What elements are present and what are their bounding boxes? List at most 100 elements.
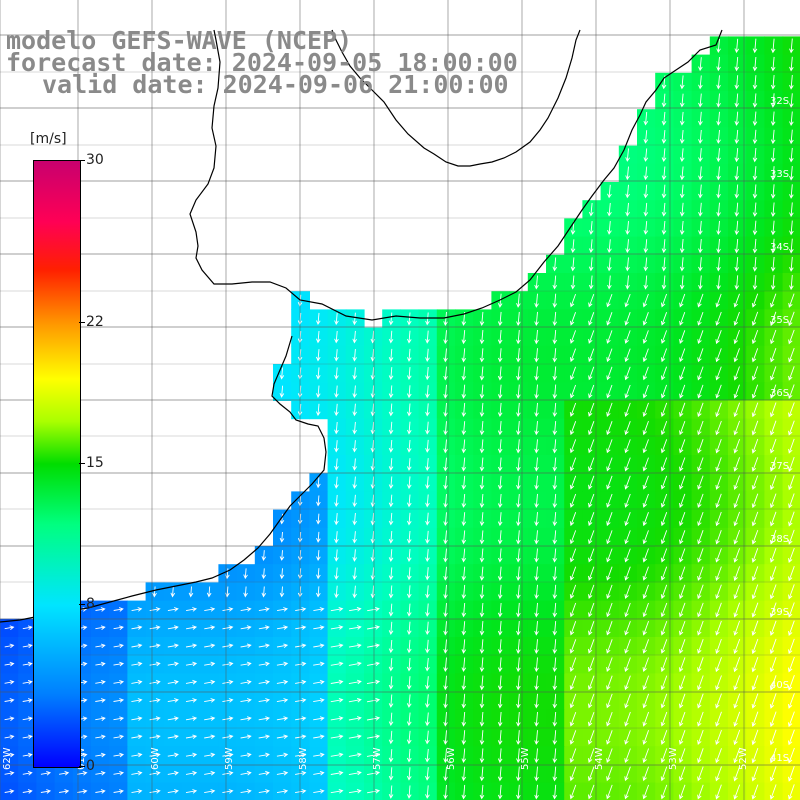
wind-arrow — [276, 789, 289, 794]
wind-arrow — [789, 238, 794, 254]
wind-arrow — [334, 531, 339, 544]
wind-arrow — [660, 402, 668, 417]
wind-arrow — [516, 711, 521, 727]
wind-arrow — [406, 567, 412, 581]
wind-arrow — [240, 698, 252, 703]
wind-arrow — [167, 625, 179, 630]
wind-arrow — [715, 729, 722, 745]
wind-arrow — [516, 548, 521, 563]
wind-arrow — [113, 770, 125, 776]
latitude-label: 32S — [770, 96, 789, 107]
wind-arrow — [769, 766, 777, 782]
wind-arrow — [313, 752, 325, 758]
wind-arrow — [443, 766, 448, 782]
wind-arrow — [461, 730, 467, 745]
wind-arrow — [222, 661, 234, 667]
wind-arrow — [643, 221, 649, 235]
wind-arrow — [734, 238, 740, 254]
wind-arrow — [751, 402, 759, 418]
wind-arrow — [315, 586, 321, 598]
wind-arrow — [113, 625, 124, 630]
wind-arrow — [751, 548, 759, 563]
wind-arrow — [388, 676, 394, 690]
wind-arrow — [715, 620, 722, 636]
wind-arrow — [516, 584, 521, 600]
wind-arrow — [113, 607, 124, 612]
wind-arrow — [733, 384, 740, 399]
wind-arrow — [679, 511, 686, 527]
wind-arrow — [406, 621, 412, 636]
wind-arrow — [698, 202, 703, 217]
wind-arrow — [624, 766, 631, 782]
wind-arrow — [770, 256, 776, 272]
wind-arrow — [552, 675, 558, 691]
wind-arrow — [624, 730, 631, 745]
wind-arrow — [388, 512, 394, 526]
wind-arrow — [258, 607, 270, 612]
wind-arrow — [642, 566, 649, 581]
wind-arrow — [497, 602, 503, 618]
longitude-label: 57W — [372, 747, 383, 770]
wind-arrow — [167, 698, 179, 703]
wind-arrow — [588, 421, 595, 436]
wind-arrow — [222, 643, 234, 649]
wind-arrow — [552, 384, 558, 399]
wind-arrow — [497, 439, 503, 454]
wind-arrow — [461, 402, 467, 418]
wind-speed-field — [0, 36, 800, 800]
wind-arrow — [461, 384, 467, 399]
wind-arrow — [715, 348, 722, 363]
wind-arrow — [624, 602, 631, 618]
wind-arrow — [588, 221, 594, 235]
latitude-label: 35S — [770, 315, 789, 326]
wind-arrow — [534, 493, 539, 509]
wind-arrow — [606, 730, 613, 745]
wind-arrow — [552, 657, 558, 673]
wind-arrow — [258, 752, 270, 758]
wind-arrow — [334, 476, 339, 489]
longitude-label: 53W — [668, 747, 679, 770]
wind-arrow — [733, 711, 741, 727]
wind-arrow — [425, 785, 430, 799]
wind-arrow — [406, 530, 412, 544]
wind-arrow — [733, 475, 741, 490]
wind-arrow — [461, 711, 467, 727]
wind-arrow — [479, 439, 485, 454]
wind-arrow — [625, 239, 630, 254]
wind-arrow — [588, 366, 595, 381]
wind-arrow — [642, 639, 650, 654]
wind-arrow — [770, 220, 776, 236]
wind-arrow — [697, 402, 704, 418]
wind-arrow — [733, 402, 741, 418]
wind-arrow — [789, 111, 794, 127]
wind-arrow — [715, 402, 722, 418]
wind-arrow — [678, 602, 686, 618]
wind-arrow — [697, 711, 704, 727]
wind-arrow — [497, 657, 503, 673]
wind-arrow — [406, 585, 412, 599]
wind-arrow — [316, 513, 321, 525]
wind-arrow — [643, 275, 649, 290]
wind-arrow — [587, 693, 595, 709]
wind-arrow — [497, 748, 503, 764]
wind-arrow — [534, 329, 539, 345]
wind-arrow — [678, 693, 686, 709]
wind-arrow — [552, 784, 558, 800]
wind-arrow — [22, 661, 33, 667]
wind-arrow — [588, 275, 594, 290]
wind-arrow — [406, 694, 412, 708]
wind-arrow — [516, 621, 521, 636]
valid-date: valid date: 2024-09-06 21:00:00 — [42, 70, 509, 99]
wind-arrow — [388, 403, 394, 417]
wind-arrow — [534, 748, 539, 764]
wind-arrow — [222, 625, 234, 630]
wind-arrow — [788, 784, 795, 800]
wind-arrow — [606, 439, 613, 454]
wind-arrow — [185, 698, 198, 703]
wind-arrow — [443, 784, 448, 800]
wind-arrow — [643, 257, 649, 272]
wind-arrow — [313, 607, 325, 612]
wind-arrow — [570, 257, 576, 272]
wind-arrow — [243, 568, 248, 580]
